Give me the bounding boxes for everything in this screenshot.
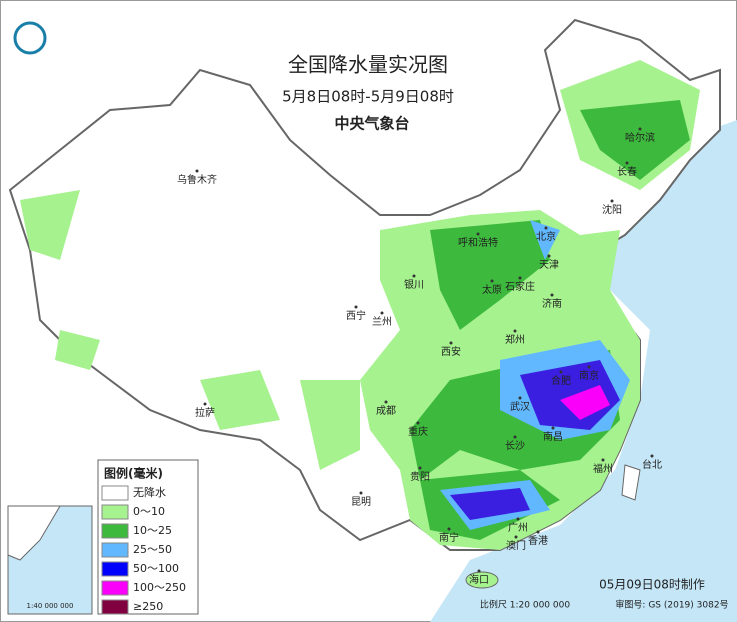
legend-swatch bbox=[101, 523, 129, 539]
agency: 中央气象台 bbox=[334, 115, 409, 133]
city-dot bbox=[513, 435, 517, 439]
city-label: 广州 bbox=[508, 522, 528, 534]
legend-label: 100～250 bbox=[133, 581, 186, 594]
city-label: 乌鲁木齐 bbox=[177, 173, 217, 186]
city-label: 西宁 bbox=[346, 309, 366, 322]
legend-title: 图例(毫米) bbox=[104, 466, 163, 481]
city-label: 成都 bbox=[376, 405, 396, 417]
legend-label: ≥250 bbox=[133, 600, 163, 613]
city-label: 郑州 bbox=[505, 333, 525, 346]
city-label: 石家庄 bbox=[505, 280, 535, 293]
hainan bbox=[465, 571, 499, 589]
city-dot bbox=[490, 279, 494, 283]
rain-100-250 bbox=[560, 385, 610, 420]
city-dot bbox=[601, 458, 605, 462]
city-label: 南昌 bbox=[543, 430, 563, 443]
legend-swatch bbox=[101, 580, 129, 596]
city-label: 拉萨 bbox=[195, 406, 215, 419]
city-label: 武汉 bbox=[510, 400, 530, 413]
city-dot bbox=[587, 365, 591, 369]
city-label: 福州 bbox=[593, 462, 613, 475]
city-label: 银川 bbox=[404, 278, 424, 291]
city-label: 南宁 bbox=[439, 531, 459, 544]
city-dot bbox=[610, 199, 614, 203]
title: 全国降水量实况图 bbox=[288, 53, 448, 77]
city-dot bbox=[359, 491, 363, 495]
legend-swatch bbox=[101, 561, 129, 577]
logo bbox=[13, 21, 47, 55]
city-label: 哈尔滨 bbox=[625, 131, 655, 144]
approval: 审图号: GS (2019) 3082号 bbox=[615, 599, 728, 611]
city-dot bbox=[536, 530, 540, 534]
city-dot bbox=[449, 341, 453, 345]
scale: 比例尺 1:20 000 000 bbox=[480, 599, 570, 611]
legend-label: 50～100 bbox=[133, 562, 179, 575]
city-label: 沈阳 bbox=[602, 203, 622, 216]
city-label: 海口 bbox=[469, 573, 489, 586]
city-dot bbox=[650, 454, 654, 458]
city-dot bbox=[447, 527, 451, 531]
city-label: 长春 bbox=[617, 166, 637, 178]
inset-land bbox=[7, 505, 61, 561]
legend-swatch bbox=[101, 542, 129, 558]
taiwan bbox=[621, 464, 641, 501]
city-dot bbox=[638, 127, 642, 131]
city-label: 南京 bbox=[579, 369, 599, 382]
city-dot bbox=[516, 517, 520, 521]
legend-swatch bbox=[101, 599, 129, 615]
city-label: 合肥 bbox=[551, 374, 571, 387]
city-dot bbox=[418, 466, 422, 470]
subtitle: 5月8日08时-5月9日08时 bbox=[282, 88, 454, 106]
city-dot bbox=[544, 226, 548, 230]
legend-swatch bbox=[101, 485, 129, 501]
city-dot bbox=[518, 276, 522, 280]
city-label: 昆明 bbox=[351, 496, 371, 508]
city-label: 澳门 bbox=[506, 539, 526, 552]
city-label: 长沙 bbox=[505, 440, 525, 452]
rain-west bbox=[20, 190, 360, 470]
city-label: 北京 bbox=[536, 230, 556, 243]
city-label: 香港 bbox=[528, 535, 548, 547]
city-dot bbox=[476, 232, 480, 236]
legend-items: 无降水 0～10 10～25 25～50 50～100 100～250 ≥250 bbox=[101, 485, 186, 615]
city-dot bbox=[550, 293, 554, 297]
city-dot bbox=[514, 535, 518, 539]
city-dot bbox=[354, 305, 358, 309]
sea bbox=[430, 120, 737, 622]
city-dot bbox=[513, 329, 517, 333]
legend-swatch bbox=[101, 504, 129, 520]
city-label: 贵阳 bbox=[410, 470, 430, 483]
city-dot bbox=[551, 426, 555, 430]
city-dot bbox=[518, 396, 522, 400]
city-label: 太原 bbox=[482, 283, 502, 296]
city-dot bbox=[625, 161, 629, 165]
city-label: 济南 bbox=[542, 297, 562, 310]
city-dot bbox=[380, 311, 384, 315]
city-dot bbox=[547, 254, 551, 258]
city-label: 兰州 bbox=[372, 315, 392, 328]
legend-label: 0～10 bbox=[133, 505, 165, 518]
city-label: 西安 bbox=[441, 345, 461, 358]
city-dot bbox=[477, 569, 481, 573]
legend-label: 无降水 bbox=[133, 485, 166, 499]
city-label: 台北 bbox=[642, 458, 662, 471]
city-dot bbox=[384, 400, 388, 404]
legend-label: 10～25 bbox=[133, 524, 172, 537]
city-label: 重庆 bbox=[408, 425, 428, 438]
legend-label: 25～50 bbox=[133, 543, 172, 556]
city-dot bbox=[195, 169, 199, 173]
city-label: 天津 bbox=[539, 259, 559, 271]
made-time: 05月09日08时制作 bbox=[599, 578, 705, 592]
city-dot bbox=[203, 402, 207, 406]
city-dot bbox=[416, 421, 420, 425]
city-label: 呼和浩特 bbox=[458, 237, 498, 249]
inset-scale: 1:40 000 000 bbox=[27, 602, 74, 610]
city-dot bbox=[412, 274, 416, 278]
city-dot bbox=[559, 370, 563, 374]
rain-10-25 bbox=[410, 100, 690, 540]
